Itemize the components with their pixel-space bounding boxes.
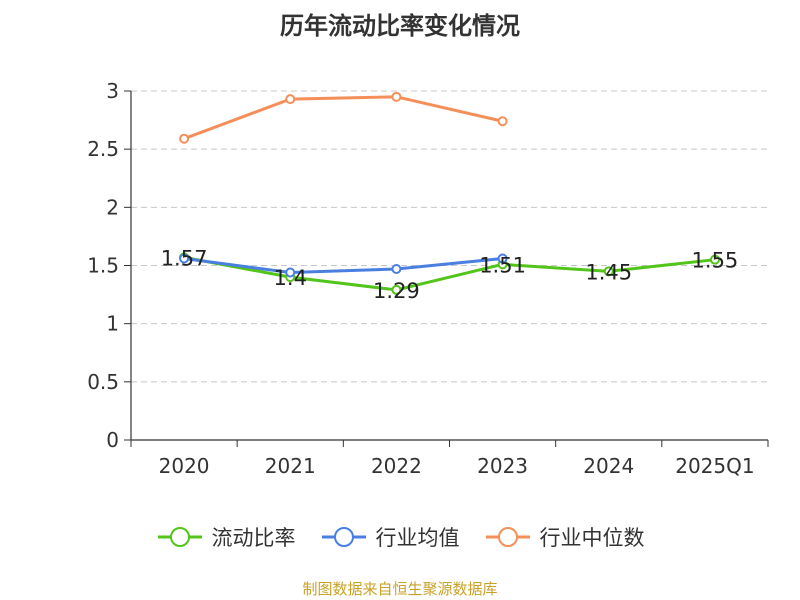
data-label: 1.57 <box>161 246 208 270</box>
source-note: 制图数据来自恒生聚源数据库 <box>302 580 498 598</box>
y-tick-label: 1 <box>106 312 119 336</box>
axes: 0 0.5 1 1.5 2 2.5 3 2020 2021 2022 2023 2024 2025Q1 <box>87 79 769 478</box>
y-tick-label: 0 <box>106 428 119 452</box>
legend-circle <box>333 527 354 547</box>
x-tick-label: 2020 <box>159 454 210 478</box>
x-tick-label: 2024 <box>583 454 634 478</box>
data-point <box>391 91 402 102</box>
data-point <box>391 284 402 295</box>
x-tick-label: 2025Q1 <box>675 454 754 478</box>
series-lines <box>179 91 720 295</box>
x-tick-label: 2023 <box>477 454 528 478</box>
x-tick-label: 2022 <box>371 454 422 478</box>
legend-label: 流动比率 <box>211 526 296 550</box>
data-point <box>285 267 296 278</box>
legend-marker-icon <box>321 527 366 547</box>
legend-item-1[interactable]: 流动比率 <box>156 522 296 552</box>
data-point <box>285 94 296 105</box>
y-tick-label: 1.5 <box>87 254 119 278</box>
y-tick-label: 2 <box>106 195 119 219</box>
grid-lines <box>131 90 768 383</box>
chart-title: 历年流动比率变化情况 <box>280 12 520 40</box>
data-point <box>709 254 720 265</box>
data-label: 1.55 <box>692 249 739 273</box>
legend-label: 行业均值 <box>375 526 460 550</box>
data-label: 1.51 <box>479 253 526 277</box>
legend-circle <box>169 527 190 547</box>
legend-item-3[interactable]: 行业中位数 <box>484 522 645 552</box>
data-labels: 1.57 1.4 1.29 1.51 1.45 1.55 <box>161 246 739 303</box>
legend-marker-icon <box>157 527 202 547</box>
series-line-1 <box>183 255 716 292</box>
series-line-2 <box>183 257 503 274</box>
legend-circle <box>497 527 518 547</box>
data-point <box>603 266 614 277</box>
legend: 流动比率 行业均值 行业中位数 <box>0 522 800 552</box>
data-label: 1.45 <box>585 260 632 284</box>
data-point <box>179 133 190 144</box>
y-tick-label: 0.5 <box>87 370 119 394</box>
legend-marker-icon <box>485 527 530 547</box>
legend-item-2[interactable]: 行业均值 <box>320 522 460 552</box>
series-line-3 <box>183 95 503 141</box>
data-point <box>391 263 402 274</box>
data-label: 1.4 <box>274 266 307 290</box>
data-point <box>497 116 508 127</box>
x-tick-label: 2021 <box>265 454 316 478</box>
legend-label: 行业中位数 <box>539 526 645 550</box>
data-point <box>497 253 508 264</box>
data-point <box>179 253 190 264</box>
y-tick-label: 2.5 <box>87 137 119 161</box>
y-tick-label: 3 <box>106 79 119 103</box>
data-label: 1.29 <box>373 279 420 303</box>
